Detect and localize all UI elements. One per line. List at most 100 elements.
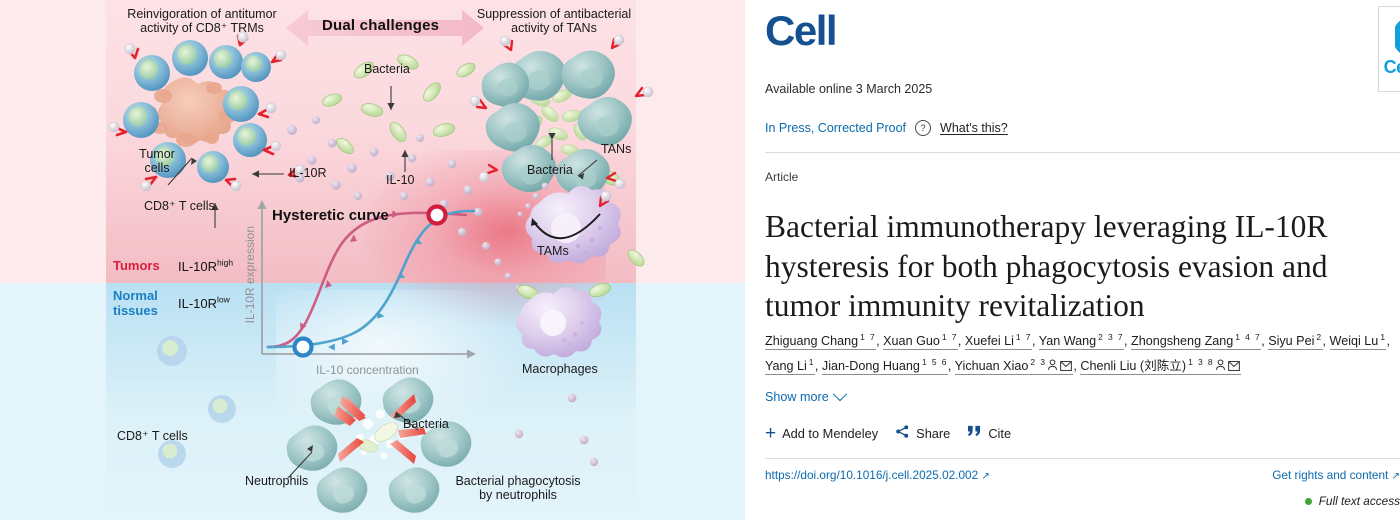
il10r-high-sup: high: [217, 257, 234, 268]
author-entry[interactable]: Zhiguang Chang 1 7: [765, 332, 877, 351]
person-icon[interactable]: [1215, 357, 1226, 378]
author-affiliation-sups: 2 3: [1030, 357, 1047, 368]
macrophages-label: Macrophages: [522, 362, 598, 376]
tam-dot-trail: [517, 182, 549, 217]
author-entry[interactable]: Zhongsheng Zang 1 4 7: [1131, 332, 1262, 351]
author-entry[interactable]: Xuan Guo 1 7: [883, 332, 958, 351]
proof-status-row: In Press, Corrected Proof ? What's this?: [765, 120, 1008, 136]
x-axis-label: IL-10 concentration: [316, 363, 419, 377]
quote-icon: [967, 425, 982, 441]
doi-link[interactable]: https://doi.org/10.1016/j.cell.2025.02.0…: [765, 468, 990, 482]
neutrophils-label: Neutrophils: [245, 474, 309, 488]
author-entry[interactable]: Yichuan Xiao 2 3: [954, 357, 1074, 378]
normal-il10r-state: IL-10Rlow: [178, 294, 230, 311]
add-to-mendeley-label: Add to Mendeley: [782, 425, 879, 441]
hysteresis-high-state-marker: [426, 204, 448, 226]
tumors-band-label: Tumors: [113, 258, 160, 273]
tam-ligand-bead: [600, 190, 612, 202]
plus-icon: +: [765, 422, 777, 444]
left-heading: Reinvigoration of antitumor activity of …: [127, 7, 277, 35]
bacteria-label-tans: Bacteria: [527, 163, 573, 177]
cite-button[interactable]: Cite: [967, 425, 1011, 441]
article-inner: Cell Available online 3 March 2025 In Pr…: [765, 0, 1400, 520]
bacteria-label-neutrophils: Bacteria: [403, 417, 449, 431]
share-label: Share: [916, 425, 951, 441]
person-icon[interactable]: [1047, 357, 1058, 378]
whats-this-link[interactable]: What's this?: [940, 121, 1008, 135]
author-entry[interactable]: Jian-Dong Huang 1 5 6: [821, 357, 948, 376]
author-entry[interactable]: Yan Wang 2 3 7: [1038, 332, 1125, 351]
cd8-t-cell-group-tumor: [123, 40, 271, 183]
abstract-illustration-svg: [108, 10, 654, 513]
neutrophil-group: [286, 377, 472, 513]
show-more-label: Show more: [765, 390, 829, 404]
share-button[interactable]: Share: [895, 424, 950, 442]
author-separator: ,: [1073, 359, 1081, 374]
macrophage-cell: [515, 287, 602, 358]
divider-bottom: [765, 458, 1400, 459]
author-separator: ,: [876, 334, 884, 349]
author-affiliation-sups: 1 3 8: [1188, 357, 1214, 368]
author-entry[interactable]: Chenli Liu (刘陈立) 1 3 8: [1080, 357, 1241, 378]
hysteresis-axis-arrowheads: [257, 200, 476, 359]
page-title: Bacterial immunotherapy leveraging IL-10…: [765, 209, 1328, 324]
author-separator: ,: [1124, 334, 1132, 349]
envelope-icon[interactable]: [1228, 357, 1240, 378]
cell-journal-logo[interactable]: Cell: [765, 7, 838, 54]
author-affiliation-sups: 1 7: [860, 332, 877, 342]
envelope-icon[interactable]: [1060, 357, 1073, 378]
author-affiliation-sups: 1: [808, 357, 815, 368]
cellpress-wordmark: CellPress: [1383, 57, 1400, 77]
author-entry[interactable]: Weiqi Lu 1: [1329, 332, 1387, 351]
article-type-kicker: Article: [765, 170, 799, 184]
add-to-mendeley-button[interactable]: + Add to Mendeley: [765, 422, 879, 444]
author-separator: ,: [957, 334, 965, 349]
author-separator: ,: [814, 359, 822, 374]
author-affiliation-sups: 1 4 7: [1235, 332, 1262, 342]
hysteresis-red-curve: [266, 210, 468, 349]
author-affiliation-sups: 1 7: [941, 332, 958, 342]
show-more-button[interactable]: Show more: [765, 387, 847, 404]
help-icon[interactable]: ?: [915, 120, 932, 136]
proof-status-link[interactable]: In Press, Corrected Proof: [765, 121, 907, 135]
author-affiliation-sups: 1 7: [1015, 332, 1032, 342]
author-affiliation-sups: 1 5 6: [921, 357, 948, 368]
leader-arrowhead-group: [191, 103, 584, 452]
hysteretic-curve-title: Hysteretic curve: [272, 207, 389, 224]
available-online-text: Available online 3 March 2025: [765, 82, 933, 96]
red-curve-direction-arrows: [300, 210, 444, 331]
author-affiliation-sups: 2: [1316, 332, 1323, 342]
tan-cell-group: [481, 50, 632, 197]
cellpress-mark-icon: [1395, 21, 1400, 53]
il10r-low-sup: low: [217, 294, 230, 305]
author-entry[interactable]: Xuefei Li 1 7: [964, 332, 1032, 351]
right-heading: Suppression of antibacterial activity of…: [476, 7, 632, 35]
author-separator: ,: [1031, 334, 1039, 349]
cd8-t-cells-label-top: CD8⁺ T cells: [144, 199, 215, 213]
article-header-panel: Cell Available online 3 March 2025 In Pr…: [745, 0, 1400, 520]
hysteresis-blue-curve: [266, 209, 476, 351]
tams-label: TAMs: [537, 244, 569, 258]
tam-cell: [525, 185, 621, 264]
tumors-il10r-state: IL-10Rhigh: [178, 257, 234, 274]
external-link-icon: ↗: [981, 471, 990, 482]
tan-receptor-group: [475, 37, 647, 183]
author-separator: ,: [1261, 334, 1269, 349]
access-status-dot: [1304, 497, 1312, 505]
author-entry[interactable]: Yang Li 1: [765, 357, 815, 376]
get-rights-and-content-link[interactable]: Get rights and content ↗: [1272, 468, 1400, 482]
il10-ligand-bead-group: [108, 31, 306, 192]
il10r-label: IL-10R: [289, 166, 327, 180]
author-affiliation-sups: 1: [1380, 332, 1387, 342]
tan-ligand-bead-group: [469, 34, 654, 190]
author-entry[interactable]: Siyu Pei 2: [1268, 332, 1323, 351]
dual-challenges-arrow: [286, 10, 484, 46]
tam-receptor: [598, 195, 610, 208]
share-icon: [895, 424, 910, 442]
y-axis-label: IL-10R expression: [243, 226, 257, 324]
cite-label: Cite: [988, 425, 1012, 441]
author-separator: ,: [1386, 334, 1390, 349]
hysteresis-axes: [261, 206, 470, 355]
cellpress-logo-box[interactable]: CellPress: [1378, 6, 1400, 92]
